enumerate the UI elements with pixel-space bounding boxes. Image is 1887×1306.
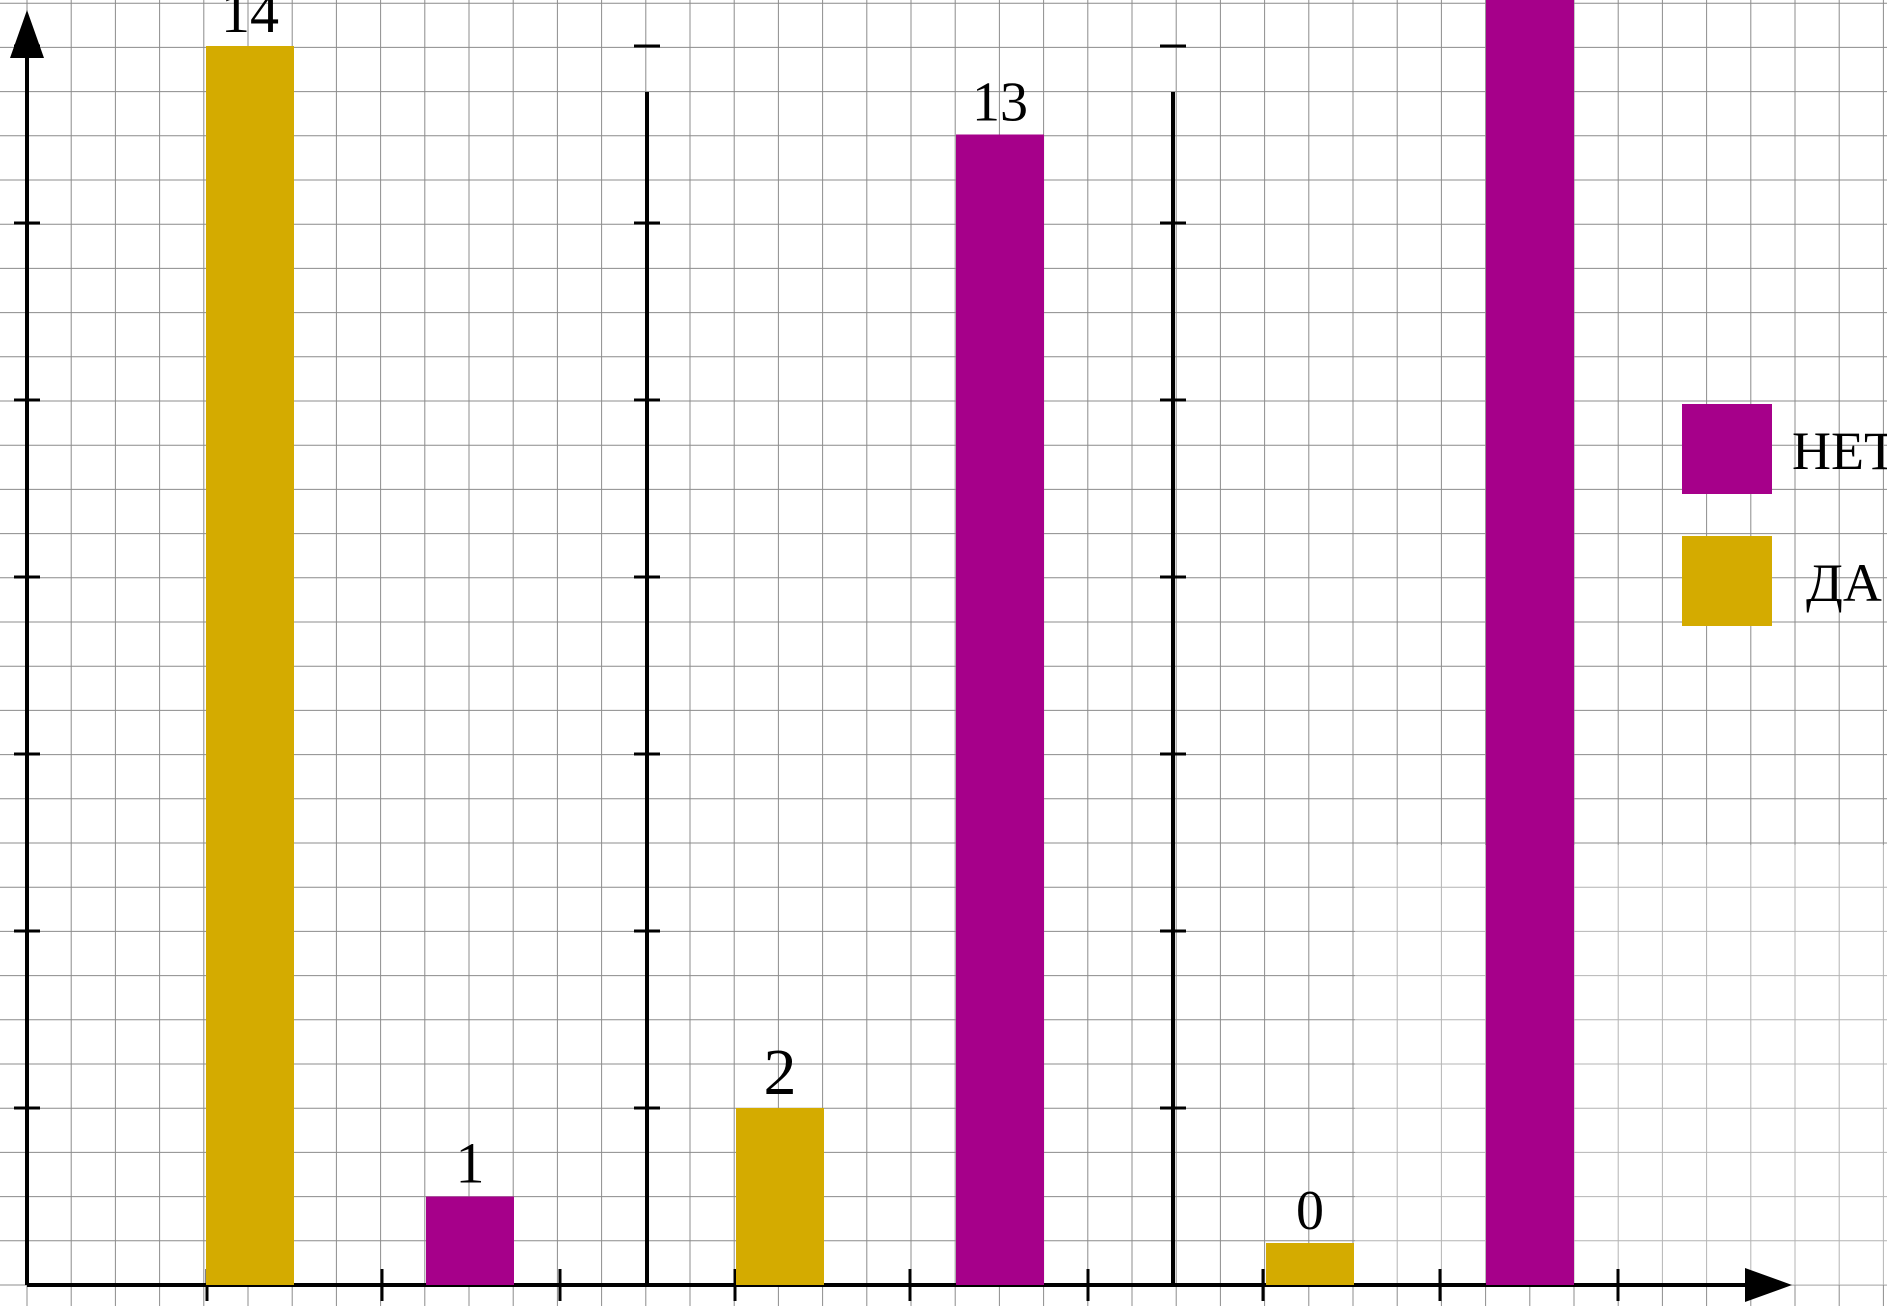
legend-swatch xyxy=(1682,536,1772,626)
bars xyxy=(206,0,1574,1285)
data-labels: 141213015 xyxy=(221,0,1324,1242)
legend-label: НЕТ xyxy=(1792,421,1887,481)
y-axis-arrow xyxy=(10,10,44,58)
data-label: 2 xyxy=(764,1036,797,1109)
data-label: 1 xyxy=(456,1131,485,1196)
bar-net xyxy=(426,1196,514,1285)
bar-da xyxy=(1266,1243,1354,1285)
legend-label: ДА xyxy=(1806,553,1882,613)
bar-da xyxy=(736,1108,824,1285)
grid-wash xyxy=(1355,845,1887,1285)
legend-swatch xyxy=(1682,404,1772,494)
bar-net xyxy=(956,134,1044,1285)
data-label: 13 xyxy=(972,72,1028,134)
bar-da xyxy=(206,46,294,1285)
bar-net xyxy=(1486,0,1574,1285)
data-label: 0 xyxy=(1296,1180,1324,1242)
data-label: 14 xyxy=(221,0,279,45)
legend: НЕТ ДА xyxy=(1682,404,1887,626)
x-axis-arrow xyxy=(1745,1268,1792,1302)
